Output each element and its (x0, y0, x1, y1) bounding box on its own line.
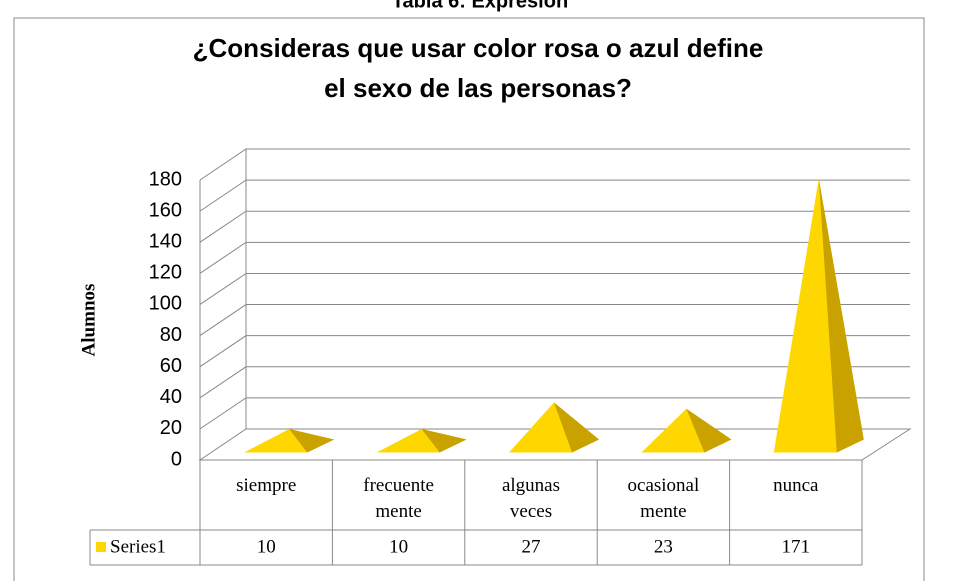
grid-line (199, 366, 910, 399)
y-tick-label: 20 (160, 417, 182, 439)
y-tick-label: 120 (149, 262, 182, 284)
table-value: 10 (257, 536, 276, 557)
y-axis-label: Alumnos (78, 284, 99, 357)
y-tick-label: 180 (149, 168, 182, 190)
legend-label: Series1 (110, 536, 166, 557)
x-tick-label: ocasional mente (628, 475, 700, 522)
heading: Tabla 6: Expresión (392, 0, 568, 12)
grid-line (199, 272, 910, 305)
chart-frame (13, 17, 925, 581)
grid-line (199, 335, 910, 368)
x-tick-label: nunca (773, 475, 819, 496)
chart-title: ¿Consideras que usar color rosa o azul d… (193, 33, 764, 103)
y-tick-label: 80 (160, 324, 182, 346)
pyramid-shade (554, 402, 599, 453)
grid-line (199, 179, 910, 212)
y-tick-label: 140 (149, 231, 182, 253)
x-tick-label: siempre (236, 475, 296, 496)
grid-line (199, 397, 910, 430)
y-tick-label: 60 (160, 355, 182, 377)
y-tick-label: 40 (160, 386, 182, 408)
y-tick-label: 160 (149, 199, 182, 221)
table-value: 27 (522, 536, 541, 557)
grid-line (199, 148, 910, 181)
table-value: 171 (782, 536, 811, 557)
grid-line (199, 210, 910, 243)
pyramid-shade (421, 428, 467, 453)
table-value: 23 (654, 536, 673, 557)
pyramid-shade (818, 178, 864, 453)
x-tick-label: algunas veces (502, 475, 560, 522)
grid-line (199, 241, 910, 274)
y-tick-label: 0 (171, 448, 182, 470)
x-tick-label: frecuente mente (363, 475, 434, 522)
pyramid-shade (289, 428, 335, 453)
pyramid-shade (686, 408, 732, 453)
y-tick-label: 100 (149, 293, 182, 315)
grid-line (199, 304, 910, 336)
table-value: 10 (389, 536, 408, 557)
legend-swatch (96, 542, 106, 552)
